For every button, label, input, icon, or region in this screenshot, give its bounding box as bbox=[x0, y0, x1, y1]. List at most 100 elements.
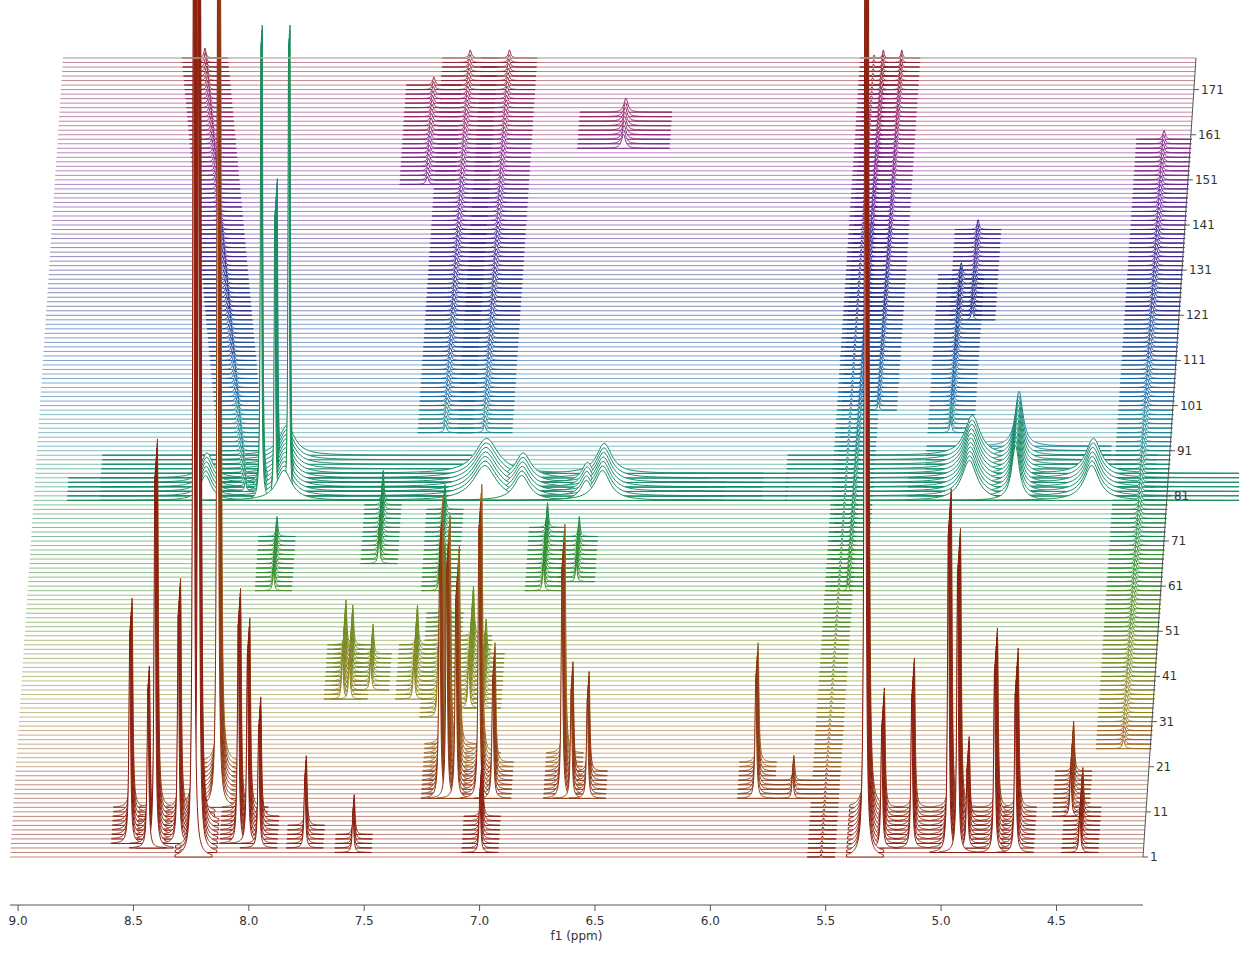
peak bbox=[810, 809, 838, 812]
peak bbox=[823, 615, 851, 618]
trace-baseline bbox=[39, 419, 1172, 420]
peak bbox=[437, 599, 474, 798]
x-tick bbox=[133, 905, 134, 911]
peak bbox=[830, 583, 867, 591]
peak bbox=[808, 836, 836, 839]
peak bbox=[820, 665, 848, 668]
peak bbox=[811, 795, 839, 798]
x-tick-label: 6.5 bbox=[585, 914, 604, 928]
peak bbox=[824, 597, 852, 600]
peak bbox=[825, 592, 853, 595]
x-tick-label: 7.0 bbox=[470, 914, 489, 928]
peak bbox=[825, 588, 853, 591]
y-tick bbox=[1146, 811, 1151, 812]
peak bbox=[421, 549, 458, 798]
x-tick bbox=[248, 905, 249, 911]
trace-baseline bbox=[41, 387, 1174, 388]
trace-baseline bbox=[18, 735, 1151, 736]
trace-baseline bbox=[41, 396, 1174, 397]
peak bbox=[812, 786, 840, 789]
peak bbox=[361, 534, 398, 564]
peak bbox=[816, 723, 844, 726]
trace-baseline bbox=[38, 441, 1171, 442]
y-tick-label: 151 bbox=[1195, 173, 1218, 187]
peak bbox=[814, 759, 842, 762]
trace-baseline bbox=[20, 708, 1153, 709]
trace-baseline bbox=[39, 414, 1172, 415]
peak bbox=[846, 0, 883, 857]
y-tick-label: 71 bbox=[1171, 534, 1186, 548]
peak bbox=[820, 656, 848, 659]
peak bbox=[418, 470, 787, 500]
trace-baseline bbox=[19, 717, 1152, 718]
trace-baseline bbox=[39, 423, 1172, 424]
peak bbox=[817, 701, 845, 704]
plot-area bbox=[10, 0, 1239, 857]
x-tick-label: 8.0 bbox=[239, 914, 258, 928]
peak bbox=[821, 651, 849, 654]
trace-baseline bbox=[62, 67, 1195, 68]
peak bbox=[821, 642, 849, 645]
peak bbox=[352, 660, 389, 690]
y-tick bbox=[1167, 495, 1172, 496]
peak bbox=[111, 634, 148, 843]
peak bbox=[337, 475, 706, 500]
peak bbox=[939, 574, 976, 853]
x-axis-title: f1 (ppm) bbox=[551, 929, 603, 943]
peak bbox=[808, 850, 836, 853]
y-tick-label: 81 bbox=[1174, 489, 1189, 503]
x-tick-label: 9.0 bbox=[9, 914, 28, 928]
peak bbox=[821, 646, 849, 649]
peak bbox=[774, 773, 811, 798]
trace-baseline bbox=[38, 428, 1171, 429]
trace-baseline bbox=[38, 437, 1171, 438]
y-tick-label: 11 bbox=[1153, 805, 1168, 819]
peak bbox=[129, 689, 166, 848]
peak bbox=[818, 687, 846, 690]
peak bbox=[261, 215, 289, 501]
trace-baseline bbox=[63, 58, 1196, 59]
peak bbox=[997, 693, 1034, 852]
peak bbox=[815, 737, 843, 740]
x-tick bbox=[1056, 905, 1057, 911]
trace-baseline bbox=[33, 509, 1166, 510]
peak bbox=[808, 845, 836, 848]
peak bbox=[817, 705, 845, 708]
peak bbox=[818, 696, 846, 699]
y-tick-label: 141 bbox=[1192, 218, 1215, 232]
peak bbox=[136, 480, 173, 848]
peak bbox=[543, 569, 580, 798]
x-tick bbox=[479, 905, 480, 911]
x-tick bbox=[941, 905, 942, 911]
peak bbox=[208, 465, 762, 500]
y-tick bbox=[1176, 360, 1181, 361]
x-tick-label: 7.5 bbox=[355, 914, 374, 928]
peak bbox=[737, 679, 774, 798]
y-tick bbox=[1194, 89, 1199, 90]
y-tick bbox=[1170, 450, 1175, 451]
y-tick-label: 91 bbox=[1177, 444, 1192, 458]
peak bbox=[577, 134, 669, 148]
y-tick-label: 61 bbox=[1168, 579, 1183, 593]
x-tick-label: 5.0 bbox=[932, 914, 951, 928]
peak bbox=[1061, 813, 1098, 853]
trace-baseline bbox=[33, 513, 1166, 514]
trace-baseline bbox=[38, 432, 1171, 433]
peak bbox=[474, 679, 511, 798]
trace-baseline bbox=[40, 410, 1173, 411]
x-tick-label: 5.5 bbox=[816, 914, 835, 928]
peak bbox=[820, 669, 848, 672]
x-tick bbox=[710, 905, 711, 911]
peak bbox=[816, 719, 844, 722]
peak bbox=[820, 660, 848, 663]
y-tick-label: 1 bbox=[1150, 850, 1158, 864]
peak bbox=[808, 841, 836, 844]
x-axis bbox=[10, 905, 1143, 906]
peak bbox=[324, 654, 361, 699]
peak bbox=[418, 425, 473, 433]
peak bbox=[457, 425, 512, 433]
y-tick bbox=[1185, 225, 1190, 226]
peak bbox=[814, 746, 842, 749]
peak bbox=[824, 606, 852, 609]
peak bbox=[813, 768, 841, 771]
